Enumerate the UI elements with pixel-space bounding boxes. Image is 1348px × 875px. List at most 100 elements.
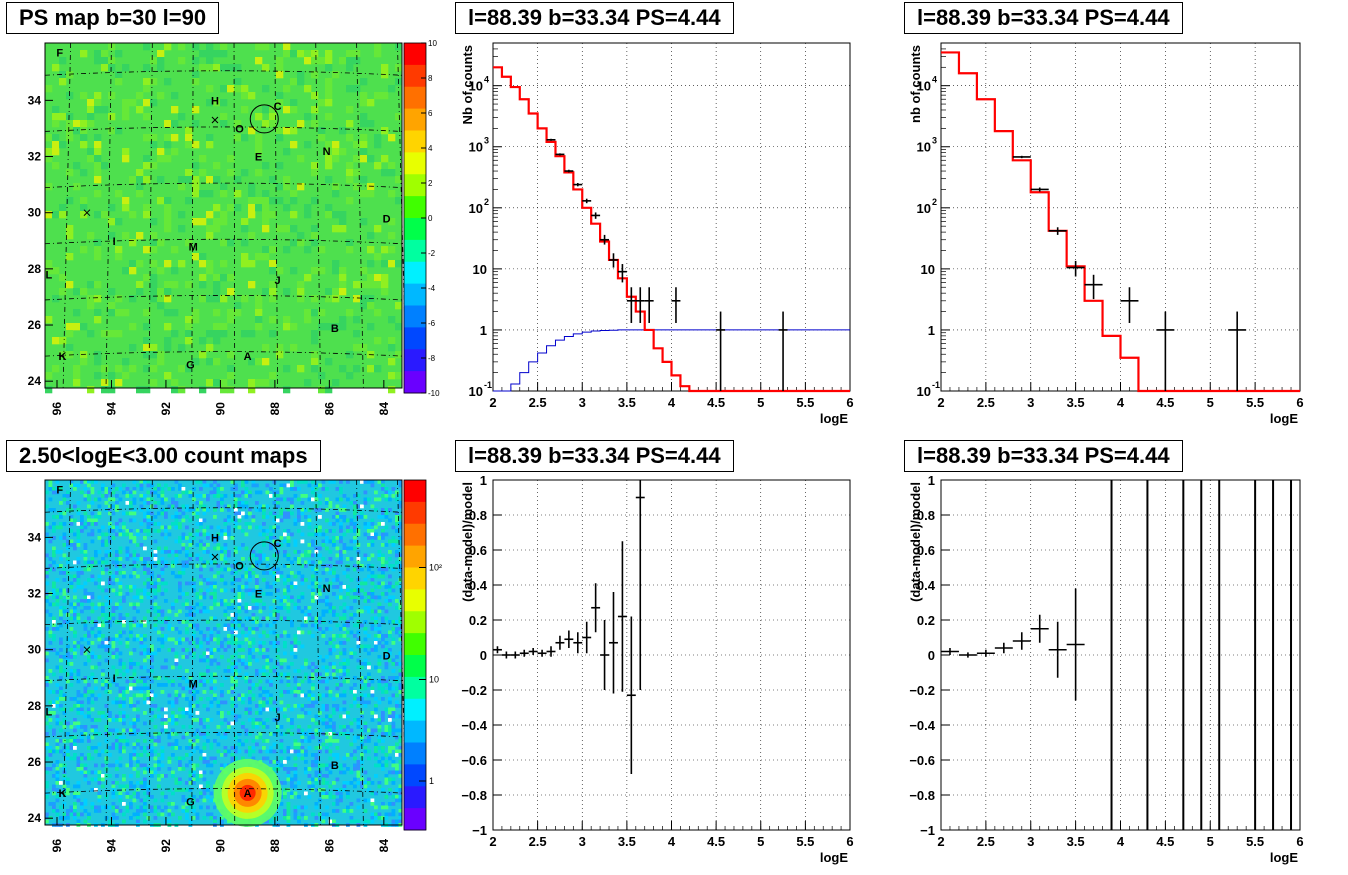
map-cell <box>255 525 259 530</box>
map-cell <box>325 595 329 600</box>
map-cell <box>398 749 403 754</box>
map-cell <box>244 711 249 715</box>
map-cell <box>213 288 221 296</box>
map-cell <box>209 553 214 558</box>
map-cell <box>398 634 403 638</box>
map-cell <box>143 113 151 121</box>
map-cell <box>283 50 291 58</box>
map-cell <box>94 606 98 610</box>
map-cell <box>349 613 354 617</box>
map-cell <box>66 662 70 666</box>
map-cell <box>283 532 287 537</box>
map-cell <box>251 683 256 687</box>
map-cell <box>146 676 151 680</box>
map-cell <box>304 480 308 484</box>
map-cell <box>367 665 371 670</box>
map-cell <box>87 560 91 565</box>
map-cell <box>55 602 60 607</box>
map-cell <box>381 749 385 754</box>
map-cell <box>97 637 102 642</box>
map-cell <box>167 623 172 628</box>
map-cell <box>80 648 84 652</box>
map-cell <box>139 753 144 757</box>
map-cell <box>241 225 249 233</box>
map-cell <box>101 487 105 491</box>
map-cell <box>339 148 347 156</box>
map-cell <box>202 543 207 547</box>
map-cell <box>146 697 151 701</box>
map-cell <box>143 767 147 771</box>
map-cell <box>157 511 161 516</box>
map-cell <box>269 546 273 551</box>
map-cell <box>279 665 284 670</box>
map-cell <box>276 64 284 72</box>
map-cell <box>300 679 305 684</box>
map-cell <box>164 728 168 733</box>
map-cell <box>115 127 123 135</box>
map-cell <box>339 480 343 484</box>
map-cell <box>59 637 63 642</box>
map-cell <box>202 672 207 677</box>
map-cell <box>104 595 109 600</box>
map-cell <box>286 679 291 684</box>
map-cell <box>150 162 158 170</box>
map-cell <box>262 190 270 198</box>
map-cell <box>335 707 340 712</box>
map-cell <box>59 211 67 219</box>
map-cell <box>83 637 88 642</box>
map-cell <box>314 802 319 806</box>
map-cell <box>108 585 112 589</box>
map-cell <box>269 330 277 338</box>
map-cell <box>80 92 88 100</box>
map-cell <box>381 756 385 761</box>
map-cell <box>118 550 123 554</box>
map-cell <box>143 676 147 680</box>
map-cell <box>83 728 88 733</box>
map-cell <box>395 113 403 121</box>
map-cell <box>160 487 165 491</box>
colorbar-label: 4 <box>428 144 433 153</box>
map-cell <box>97 550 102 554</box>
map-cell <box>157 64 165 72</box>
map-cell <box>52 525 56 530</box>
map-cell <box>90 725 95 729</box>
map-cell <box>66 655 70 659</box>
map-cell <box>69 697 74 701</box>
map-cell <box>255 560 259 565</box>
map-cell <box>122 309 130 317</box>
map-cell <box>304 550 308 554</box>
map-cell <box>374 665 378 670</box>
map-cell <box>150 746 154 750</box>
map-cell <box>248 630 252 635</box>
map-cell <box>185 707 189 712</box>
map-cell <box>293 539 298 544</box>
map-cell <box>108 718 112 722</box>
map-cell <box>195 480 200 484</box>
map-cell <box>377 669 382 673</box>
map-cell <box>122 532 126 537</box>
map-cell <box>164 714 168 719</box>
map-cell <box>122 704 126 708</box>
map-cell <box>300 539 305 544</box>
map-cell <box>353 683 357 687</box>
map-cell <box>367 739 371 743</box>
map-cell <box>90 665 95 670</box>
map-cell <box>342 809 347 813</box>
map-cell <box>276 595 280 600</box>
map-cell <box>164 295 172 303</box>
map-cell <box>363 700 368 705</box>
map-cell <box>374 791 378 796</box>
map-cell <box>388 581 392 586</box>
map-cell <box>101 679 105 684</box>
map-cell <box>115 571 119 575</box>
map-cell <box>52 627 56 631</box>
map-cell <box>195 700 200 705</box>
map-cell <box>363 627 368 631</box>
map-cell <box>286 508 291 512</box>
map-cell <box>332 480 336 484</box>
map-cell <box>286 672 291 677</box>
map-cell <box>171 791 175 796</box>
map-cell <box>45 372 53 380</box>
map-cell <box>318 763 322 768</box>
